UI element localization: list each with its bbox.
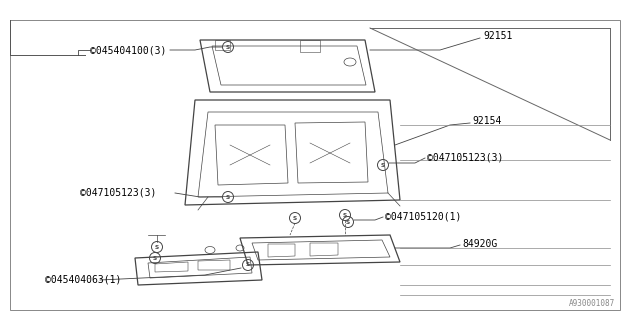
Text: ©045404100(3): ©045404100(3) <box>90 45 166 55</box>
Text: S: S <box>155 244 159 250</box>
Text: S: S <box>381 163 385 167</box>
Text: 92154: 92154 <box>472 116 501 126</box>
Text: S: S <box>343 212 347 218</box>
Text: 92151: 92151 <box>483 31 513 41</box>
Text: S: S <box>226 44 230 50</box>
Text: S: S <box>246 262 250 268</box>
Text: 84920G: 84920G <box>462 239 497 249</box>
Text: S: S <box>153 255 157 260</box>
Text: ©047105120(1): ©047105120(1) <box>385 211 461 221</box>
Text: S: S <box>346 220 350 225</box>
Text: ©047105123(3): ©047105123(3) <box>80 187 156 197</box>
Text: S: S <box>226 195 230 199</box>
Text: A930001087: A930001087 <box>569 299 615 308</box>
Text: ©047105123(3): ©047105123(3) <box>427 152 504 162</box>
Text: S: S <box>293 215 297 220</box>
Text: ©045404063(1): ©045404063(1) <box>45 275 122 285</box>
